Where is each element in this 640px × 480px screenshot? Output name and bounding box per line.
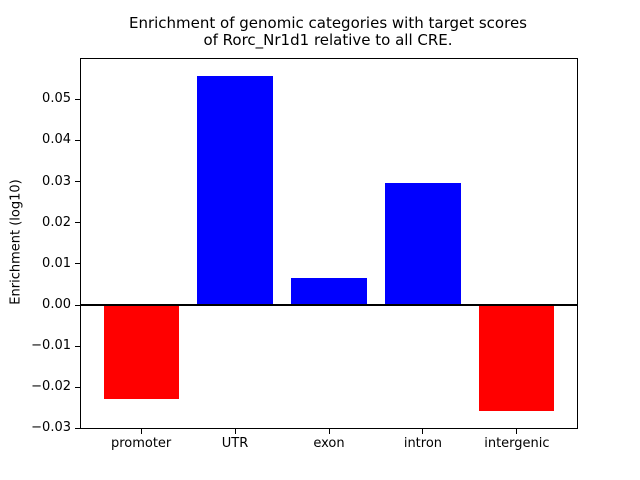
x-tick-label-intron: intron: [403, 436, 443, 451]
y-tick-label-2: 0.03: [42, 173, 71, 189]
y-tick-mark-3: [75, 222, 80, 224]
axes: 0.05 0.04 0.03 0.02 0.01 0.00 −0.01 −0.02 −0.03 p…: [31, 58, 578, 451]
y-tick-label-1: 0.04: [42, 132, 71, 148]
x-tick-mark-UTR: [234, 429, 236, 434]
y-tick-label-3: 0.02: [42, 214, 71, 230]
bar-intergenic: [479, 305, 555, 412]
x-tick-mark-promoter: [140, 429, 142, 434]
chart-title-line1: Enrichment of genomic categories with ta…: [128, 14, 527, 32]
zero-line: [81, 304, 577, 306]
x-tick-mark-intergenic: [516, 429, 518, 434]
y-tick-mark-4: [75, 263, 80, 265]
y-tick-mark-1: [75, 139, 80, 141]
x-tick-label-exon: exon: [313, 436, 345, 451]
y-axis-label: Enrichment (log10): [8, 179, 24, 305]
x-tick-label-UTR: UTR: [221, 436, 249, 451]
x-tick-mark-intron: [422, 429, 424, 434]
x-tick-label-promoter: promoter: [110, 436, 172, 451]
y-tick-mark-0: [75, 98, 80, 100]
y-tick-label-8: −0.03: [31, 420, 71, 436]
y-tick-mark-5: [75, 304, 80, 306]
y-tick-label-4: 0.01: [42, 255, 71, 271]
chart-title: Enrichment of genomic categories with ta…: [80, 15, 576, 49]
bar-intron: [385, 182, 461, 305]
x-tick-label-intergenic: intergenic: [484, 436, 550, 451]
y-tick-mark-6: [75, 345, 80, 347]
y-tick-mark-8: [75, 427, 80, 429]
chart-title-line2: of Rorc_Nr1d1 relative to all CRE.: [203, 31, 453, 49]
y-tick-mark-2: [75, 181, 80, 183]
bar-exon: [291, 277, 367, 305]
y-tick-label-0: 0.05: [42, 91, 71, 107]
x-tick-mark-exon: [328, 429, 330, 434]
y-tick-label-5: 0.00: [42, 297, 71, 312]
bar-promoter: [103, 305, 179, 400]
y-tick-label-6: −0.01: [31, 338, 71, 354]
y-tick-mark-7: [75, 386, 80, 388]
bar-UTR: [197, 75, 273, 305]
y-tick-label-7: −0.02: [31, 379, 71, 395]
